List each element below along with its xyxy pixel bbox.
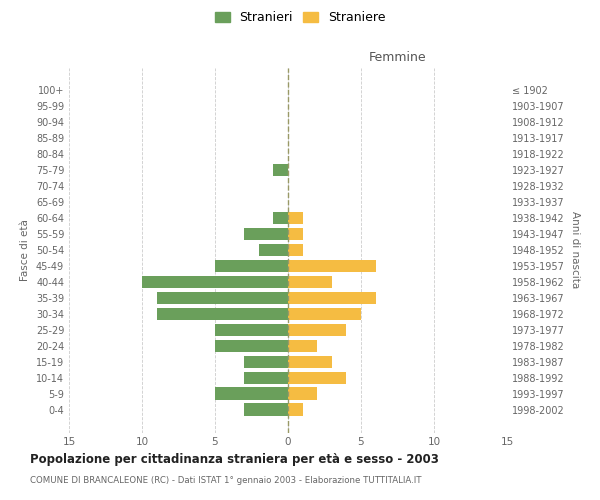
Y-axis label: Fasce di età: Fasce di età bbox=[20, 219, 30, 281]
Bar bbox=[288, 212, 302, 224]
Text: COMUNE DI BRANCALEONE (RC) - Dati ISTAT 1° gennaio 2003 - Elaborazione TUTTITALI: COMUNE DI BRANCALEONE (RC) - Dati ISTAT … bbox=[30, 476, 421, 485]
Bar bbox=[288, 388, 317, 400]
Y-axis label: Anni di nascita: Anni di nascita bbox=[570, 212, 580, 288]
Bar bbox=[288, 228, 302, 240]
Bar bbox=[288, 308, 361, 320]
Bar bbox=[142, 276, 288, 288]
Bar bbox=[244, 228, 288, 240]
Bar bbox=[215, 324, 288, 336]
Bar bbox=[288, 372, 346, 384]
Text: Popolazione per cittadinanza straniera per età e sesso - 2003: Popolazione per cittadinanza straniera p… bbox=[30, 452, 439, 466]
Bar bbox=[244, 404, 288, 416]
Bar bbox=[215, 388, 288, 400]
Bar bbox=[274, 212, 288, 224]
Bar bbox=[288, 260, 376, 272]
Bar bbox=[288, 340, 317, 352]
Bar bbox=[215, 340, 288, 352]
Bar bbox=[288, 244, 302, 256]
Bar bbox=[244, 372, 288, 384]
Bar bbox=[215, 260, 288, 272]
Bar bbox=[288, 324, 346, 336]
Bar bbox=[157, 292, 288, 304]
Legend: Stranieri, Straniere: Stranieri, Straniere bbox=[215, 11, 386, 24]
Bar bbox=[157, 308, 288, 320]
Bar bbox=[274, 164, 288, 176]
Bar bbox=[288, 404, 302, 416]
Bar bbox=[244, 356, 288, 368]
Bar bbox=[288, 356, 332, 368]
Bar bbox=[288, 276, 332, 288]
Bar bbox=[288, 292, 376, 304]
Bar bbox=[259, 244, 288, 256]
Text: Femmine: Femmine bbox=[368, 51, 427, 64]
